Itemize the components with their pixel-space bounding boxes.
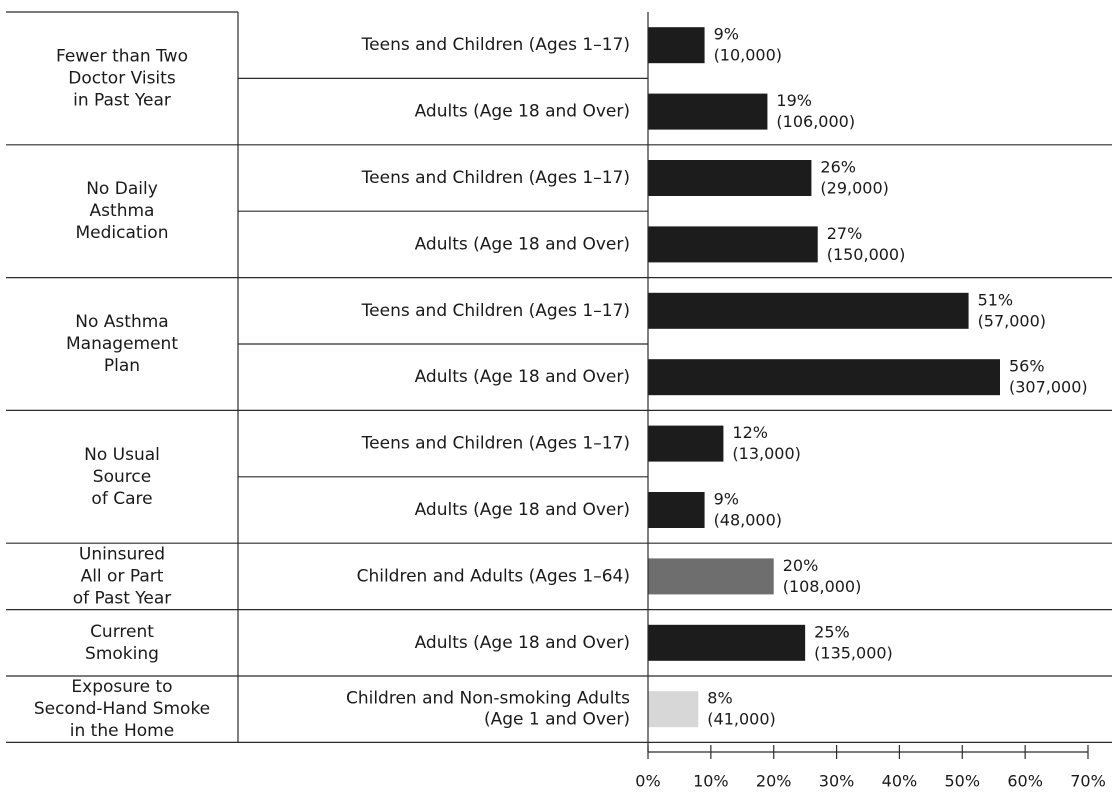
category-label: No Daily <box>86 179 158 199</box>
category-label: in the Home <box>70 721 174 741</box>
bar <box>648 425 724 462</box>
bar-percent-label: 20% <box>783 556 819 575</box>
bar-count-label: (10,000) <box>714 46 782 65</box>
bar <box>648 691 699 728</box>
subgroup-label: Teens and Children (Ages 1–17) <box>361 168 630 188</box>
bar-percent-label: 8% <box>707 689 732 708</box>
bar-count-label: (57,000) <box>978 311 1046 330</box>
bar-percent-label: 19% <box>776 91 812 110</box>
category-label: Source <box>93 467 151 487</box>
subgroup-label: Children and Adults (Ages 1–64) <box>357 566 630 586</box>
bar <box>648 624 806 661</box>
bar-percent-label: 26% <box>820 158 856 177</box>
bar-count-label: (135,000) <box>814 643 893 662</box>
category-label: in Past Year <box>73 90 171 110</box>
subgroup-label: Adults (Age 18 and Over) <box>415 367 630 387</box>
bar <box>648 558 774 595</box>
subgroup-label: (Age 1 and Over) <box>484 710 630 730</box>
bar-percent-label: 12% <box>732 423 768 442</box>
category-label: Medication <box>76 223 169 243</box>
subgroup-label: Teens and Children (Ages 1–17) <box>361 301 630 321</box>
category-label: All or Part <box>81 566 164 586</box>
category-label: of Past Year <box>73 588 172 608</box>
subgroup-label: Teens and Children (Ages 1–17) <box>361 35 630 55</box>
subgroup-label: Teens and Children (Ages 1–17) <box>361 434 630 454</box>
category-label: Exposure to <box>71 677 172 697</box>
category-label: of Care <box>91 489 152 509</box>
subgroup-label: Adults (Age 18 and Over) <box>415 234 630 254</box>
bar-percent-label: 9% <box>714 25 739 44</box>
category-label: Asthma <box>90 201 155 221</box>
bar <box>648 226 818 263</box>
bar-count-label: (307,000) <box>1009 378 1088 397</box>
subgroup-label: Adults (Age 18 and Over) <box>415 633 630 653</box>
category-label: Fewer than Two <box>56 46 188 66</box>
subgroup-label: Adults (Age 18 and Over) <box>415 500 630 520</box>
bar-count-label: (150,000) <box>827 245 906 264</box>
category-label: Uninsured <box>79 544 165 564</box>
bar-count-label: (48,000) <box>714 511 782 530</box>
bar <box>648 292 969 329</box>
bar-percent-label: 25% <box>814 622 850 641</box>
category-label: Current <box>90 622 154 642</box>
x-tick-label: 0% <box>635 772 660 791</box>
category-label: Plan <box>104 356 140 376</box>
subgroup-label: Adults (Age 18 and Over) <box>415 102 630 122</box>
category-label: Smoking <box>85 644 159 664</box>
category-label: No Usual <box>84 445 160 465</box>
bar-percent-label: 9% <box>714 490 739 509</box>
x-tick-label: 60% <box>1007 772 1043 791</box>
x-tick-label: 40% <box>882 772 918 791</box>
bar-percent-label: 27% <box>827 224 863 243</box>
x-tick-label: 70% <box>1070 772 1106 791</box>
x-tick-label: 10% <box>693 772 729 791</box>
bar-count-label: (108,000) <box>783 577 862 596</box>
bar-percent-label: 56% <box>1009 357 1045 376</box>
bar <box>648 160 812 196</box>
bar <box>648 27 705 64</box>
bar-count-label: (13,000) <box>732 444 800 463</box>
bar <box>648 359 1000 396</box>
x-tick-label: 20% <box>756 772 792 791</box>
subgroup-label: Children and Non-smoking Adults <box>346 689 630 709</box>
bar-percent-label: 51% <box>978 290 1014 309</box>
bar <box>648 492 705 528</box>
bar-count-label: (29,000) <box>820 179 888 198</box>
bar <box>648 93 768 130</box>
x-tick-label: 30% <box>819 772 855 791</box>
category-label: No Asthma <box>75 312 168 332</box>
category-label: Doctor Visits <box>68 68 176 88</box>
bar-count-label: (41,000) <box>707 710 775 729</box>
bar-count-label: (106,000) <box>776 112 855 131</box>
category-label: Management <box>66 334 178 354</box>
x-tick-label: 50% <box>945 772 981 791</box>
category-label: Second-Hand Smoke <box>34 699 210 719</box>
